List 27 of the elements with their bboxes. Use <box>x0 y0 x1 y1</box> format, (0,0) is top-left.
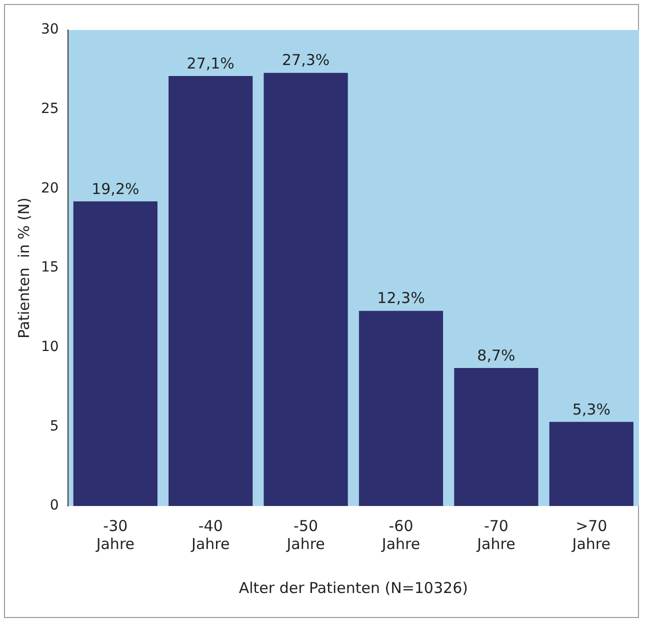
x-tick-label: >70 Jahre <box>571 516 611 553</box>
data-label: 27,1% <box>186 54 234 72</box>
y-tick-label: 15 <box>40 260 59 276</box>
x-tick-label: -30 Jahre <box>95 516 135 553</box>
bar <box>168 76 253 506</box>
y-tick-label: 25 <box>40 100 59 117</box>
data-label: 27,3% <box>282 51 330 70</box>
data-label: 19,2% <box>92 180 140 198</box>
x-tick-label: -60 Jahre <box>380 516 420 553</box>
y-tick-label: 10 <box>40 338 59 355</box>
bar <box>549 422 634 506</box>
x-axis-title: Alter der Patienten (N=10326) <box>238 578 468 597</box>
x-tick-label: -40 Jahre <box>190 516 230 553</box>
y-tick-label: 30 <box>40 22 59 38</box>
y-tick-label: 0 <box>50 498 59 514</box>
y-tick-label: 20 <box>40 180 59 196</box>
data-label: 12,3% <box>377 289 425 308</box>
y-tick-label: 5 <box>50 418 59 434</box>
bar <box>358 310 444 506</box>
data-label: 8,7% <box>477 346 516 364</box>
bar <box>73 201 158 506</box>
bar <box>454 368 538 506</box>
x-tick-label: -50 Jahre <box>286 516 325 553</box>
x-tick-label: -70 Jahre <box>476 516 516 553</box>
bar <box>264 72 348 506</box>
y-axis-title: Patienten in % (N) <box>14 198 33 338</box>
data-label: 5,3% <box>572 400 610 418</box>
